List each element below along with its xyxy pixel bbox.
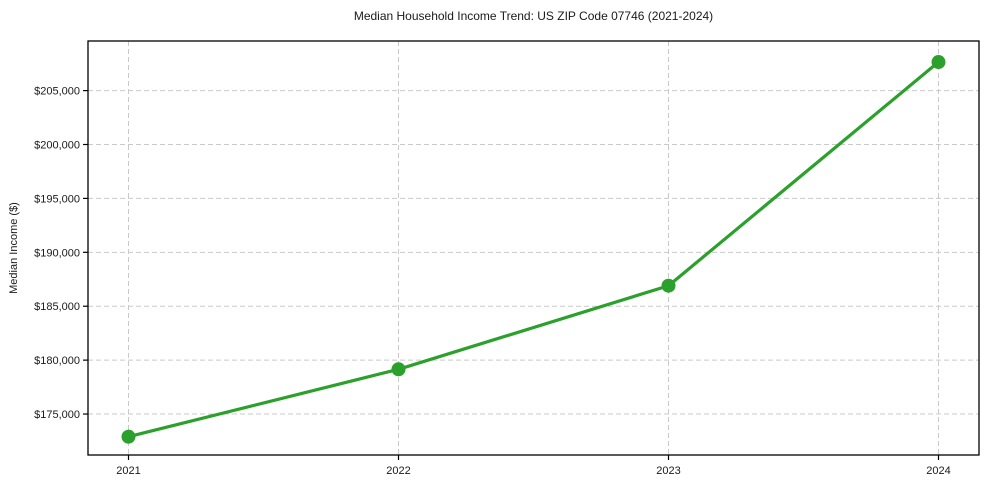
y-tick-label: $185,000 [34,301,80,313]
plot-border [87,40,980,456]
y-tick-label: $180,000 [34,355,80,367]
y-tick-label: $195,000 [34,193,80,205]
y-tick-label: $190,000 [34,247,80,259]
x-tick-label: 2023 [656,465,680,477]
y-tick-label: $200,000 [34,140,80,152]
y-tick-label: $175,000 [34,409,80,421]
y-axis-label: Median Income ($) [8,202,20,294]
trend-line [126,60,941,439]
x-tick-label: 2021 [116,465,140,477]
data-point [391,362,406,377]
chart-title: Median Household Income Trend: US ZIP Co… [353,9,714,23]
x-tick-label: 2022 [386,465,410,477]
y-tick-label: $205,000 [34,86,80,98]
x-tick-label: 2024 [926,465,950,477]
data-point [121,429,136,444]
data-point [661,278,676,293]
data-point [931,55,946,70]
